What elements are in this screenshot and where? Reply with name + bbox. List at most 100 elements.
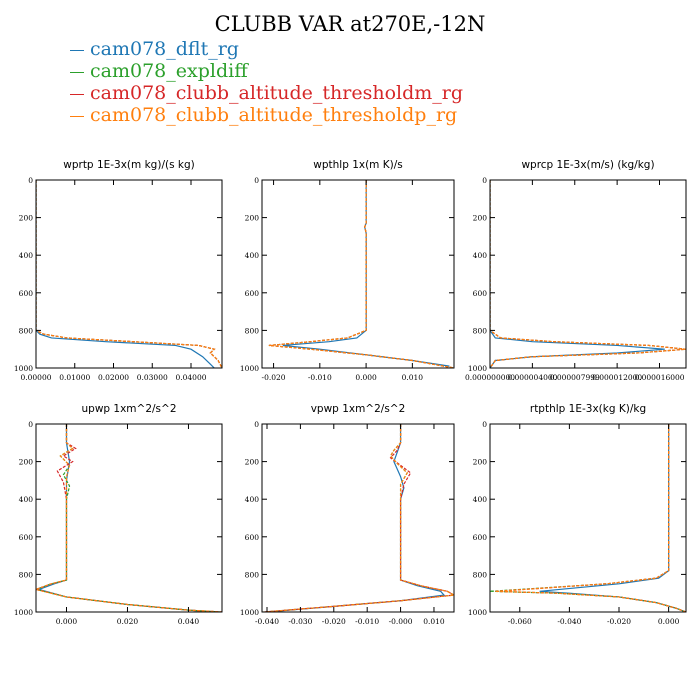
legend-label: cam078_clubb_altitude_thresholdp_rg	[90, 104, 458, 126]
x-tick-label: 0.000007999	[550, 373, 600, 382]
profile-panel-5: vpwp 1xm^2/s^2 0 200 400 600 800 1000-0.040 -0.…	[240, 403, 455, 626]
legend-entry-thresholdm: cam078_clubb_altitude_thresholdm_rg	[70, 82, 463, 104]
y-tick-label: 600	[473, 289, 488, 298]
x-tick-label: -0.030	[288, 617, 312, 626]
legend-swatch	[70, 93, 84, 95]
legend-entry-expldiff: cam078_expldiff	[70, 60, 248, 82]
x-tick-label: -0.010	[355, 617, 379, 626]
y-tick-label: 0	[482, 420, 487, 429]
y-tick-label: 400	[19, 495, 34, 504]
x-tick-label: 0.02000	[98, 373, 129, 382]
plot-frame	[35, 179, 223, 369]
panel-title: wprcp 1E-3x(m/s) (kg/kg)	[521, 159, 654, 171]
y-tick-label: 800	[245, 570, 260, 579]
y-tick-label: 800	[19, 326, 34, 335]
legend-swatch	[70, 115, 84, 117]
y-tick-label: 0	[482, 176, 487, 185]
y-tick-label: 600	[473, 533, 488, 542]
series-line-2	[36, 180, 222, 368]
series-line-1	[539, 424, 686, 612]
x-tick-label: -0.040	[255, 617, 279, 626]
plot-frame	[489, 179, 687, 369]
series-line-4	[263, 424, 454, 612]
legend-label: cam078_dflt_rg	[90, 38, 239, 60]
profile-panel-2: wpthlp 1x(m K)/s 0 200 400 600 800 1000-0.020 -…	[240, 159, 455, 382]
series-line-3	[263, 424, 454, 612]
panel-title: rtpthlp 1E-3x(kg K)/kg	[530, 403, 646, 415]
y-tick-label: 0	[254, 420, 259, 429]
x-tick-label: 0.010	[423, 617, 445, 626]
x-tick-label: -0.060	[508, 617, 532, 626]
profile-panel-3: wprcp 1E-3x(m/s) (kg/kg) 0 200 400 600 800 100…	[465, 159, 687, 382]
y-tick-label: 0	[28, 420, 33, 429]
panel-title: vpwp 1xm^2/s^2	[311, 403, 406, 415]
plot-frame	[261, 423, 455, 613]
y-tick-label: 200	[245, 214, 260, 223]
y-tick-label: 600	[245, 289, 260, 298]
plot-frame	[261, 179, 455, 369]
series-line-2	[36, 424, 222, 612]
figure-title: CLUBB VAR at270E,-12N	[214, 12, 486, 36]
series-line-4	[494, 424, 686, 612]
y-tick-label: 800	[245, 326, 260, 335]
y-tick-label: 600	[245, 533, 260, 542]
x-tick-label: 0.01000	[59, 373, 90, 382]
y-tick-label: 400	[245, 251, 260, 260]
y-tick-label: 0	[28, 176, 33, 185]
x-tick-label: 0.000	[355, 373, 377, 382]
y-tick-label: 800	[19, 570, 34, 579]
y-tick-label: 800	[473, 570, 488, 579]
series-line-2	[268, 180, 454, 368]
y-tick-label: 1000	[468, 364, 487, 373]
legend-label: cam078_clubb_altitude_thresholdm_rg	[90, 82, 464, 104]
x-tick-label: 0.000	[658, 617, 680, 626]
x-tick-label: -0.000	[389, 617, 413, 626]
profile-panel-1: wprtp 1E-3x(m kg)/(s kg) 0 200 400 600 800 100…	[14, 159, 223, 382]
series-line-4	[268, 180, 454, 368]
series-line-3	[268, 180, 454, 368]
y-tick-label: 600	[19, 289, 34, 298]
x-tick-label: 0.03000	[137, 373, 168, 382]
y-tick-label: 600	[19, 533, 34, 542]
profile-panel-6: rtpthlp 1E-3x(kg K)/kg 0 200 400 600 800 1000 -…	[468, 403, 687, 626]
profile-panel-4: upwp 1xm^2/s^2 0 200 400 600 800 1000 0.000 0.02…	[14, 403, 223, 626]
x-tick-label: -0.010	[308, 373, 332, 382]
series-line-4	[36, 180, 222, 368]
x-tick-label: 0.010	[402, 373, 424, 382]
series-line-2	[490, 424, 686, 612]
legend-entry-dflt: cam078_dflt_rg	[70, 38, 239, 60]
y-tick-label: 200	[473, 458, 488, 467]
panel-title: wprtp 1E-3x(m kg)/(s kg)	[63, 159, 194, 171]
x-tick-label: 0.000004000	[507, 373, 557, 382]
series-line-1	[37, 424, 216, 612]
y-tick-label: 800	[473, 326, 488, 335]
y-tick-label: 400	[19, 251, 34, 260]
series-line-1	[36, 180, 215, 368]
x-tick-label: 0.00000	[20, 373, 51, 382]
series-line-1	[490, 180, 665, 368]
y-tick-label: 1000	[14, 608, 33, 617]
y-tick-label: 200	[19, 458, 34, 467]
plot-frame	[35, 423, 223, 613]
y-tick-label: 400	[473, 495, 488, 504]
legend-label: cam078_expldiff	[90, 60, 248, 82]
x-tick-label: -0.020	[607, 617, 631, 626]
y-tick-label: 400	[245, 495, 260, 504]
panel-title: upwp 1xm^2/s^2	[82, 403, 177, 415]
y-tick-label: 1000	[240, 608, 259, 617]
legend-entry-thresholdp: cam078_clubb_altitude_thresholdp_rg	[70, 104, 457, 126]
y-tick-label: 1000	[14, 364, 33, 373]
x-tick-label: 0.000016000	[634, 373, 684, 382]
y-tick-label: 0	[254, 176, 259, 185]
y-tick-label: 200	[19, 214, 34, 223]
y-tick-label: 1000	[240, 364, 259, 373]
legend-swatch	[70, 71, 84, 73]
x-tick-label: -0.040	[557, 617, 581, 626]
legend-swatch	[70, 49, 84, 51]
x-tick-label: -0.020	[262, 373, 286, 382]
series-line-3	[494, 424, 686, 612]
series-line-4	[490, 180, 686, 368]
x-tick-label: -0.020	[322, 617, 346, 626]
series-line-4	[36, 424, 222, 612]
